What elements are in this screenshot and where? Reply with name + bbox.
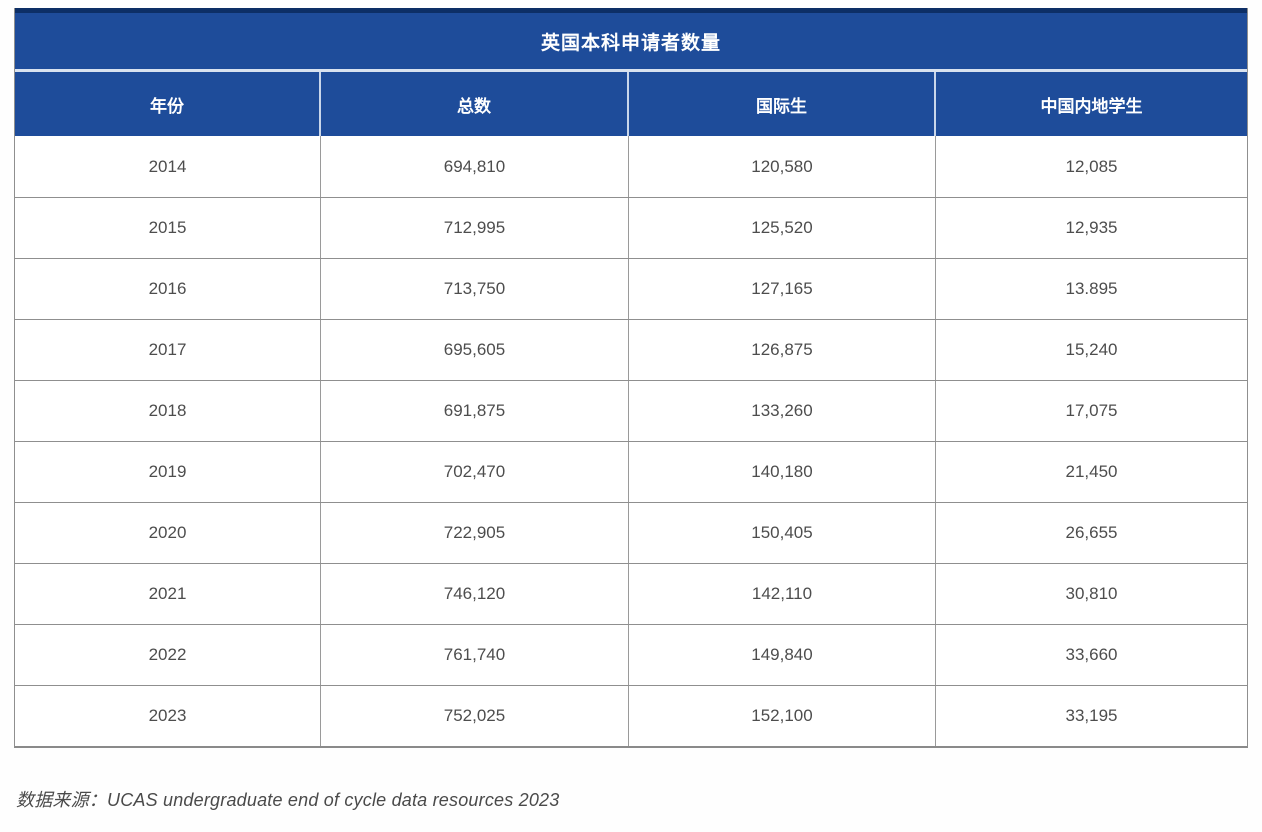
table-cell: 2022 <box>15 625 321 685</box>
table-cell: 2019 <box>15 442 321 502</box>
table-cell: 713,750 <box>321 259 629 319</box>
table-cell: 15,240 <box>1065 340 1118 359</box>
table-row: 2016 713,750 127,165 13.895 <box>15 258 1247 319</box>
table-cell: 2023 <box>15 686 321 746</box>
table-cell: 2016 <box>15 259 321 319</box>
table-cell: 712,995 <box>321 198 629 258</box>
table-row: 2020 722,905 150,405 26,655 <box>15 502 1247 563</box>
table-cell: 142,110 <box>629 564 936 624</box>
table-cell: 695,605 <box>321 320 629 380</box>
table-row: 2022 761,740 149,840 33,660 <box>15 624 1247 685</box>
table-row: 2015 712,995 125,520 12,935 <box>15 197 1247 258</box>
table-cell: 120,580 <box>629 136 936 197</box>
table-cell: 30,810 <box>1065 584 1118 603</box>
table-cell: 17,075 <box>1065 401 1118 420</box>
table-cell: 2020 <box>15 503 321 563</box>
table-cell: 13.895 <box>1065 279 1118 298</box>
table-title-bar: 英国本科申请者数量 <box>15 8 1247 72</box>
table-cell: 21,450 <box>1065 462 1118 481</box>
source-note: 数据来源：UCAS undergraduate end of cycle dat… <box>16 790 560 810</box>
table-cell: 149,840 <box>629 625 936 685</box>
table-cell: 761,740 <box>321 625 629 685</box>
table-cell: 125,520 <box>629 198 936 258</box>
table-row: 2021 746,120 142,110 30,810 <box>15 563 1247 624</box>
table-cell: 133,260 <box>629 381 936 441</box>
table-cell: 694,810 <box>321 136 629 197</box>
table-cell: 126,875 <box>629 320 936 380</box>
table-cell: 2017 <box>15 320 321 380</box>
table-cell: 2014 <box>15 136 321 197</box>
table-cell: 152,100 <box>629 686 936 746</box>
column-header: 中国内地学生 <box>1040 96 1143 116</box>
table-cell: 150,405 <box>629 503 936 563</box>
table-cell: 12,085 <box>1065 156 1118 176</box>
table-cell: 2015 <box>15 198 321 258</box>
column-header: 国际生 <box>629 72 936 136</box>
table-cell: 127,165 <box>629 259 936 319</box>
table-cell: 2021 <box>15 564 321 624</box>
table-cell: 33,660 <box>1065 645 1118 664</box>
column-header: 年份 <box>15 72 321 136</box>
table-cell: 26,655 <box>1065 523 1118 542</box>
table-cell: 702,470 <box>321 442 629 502</box>
table-row: 2023 752,025 152,100 33,195 <box>15 685 1247 746</box>
table-cell: 752,025 <box>321 686 629 746</box>
table-cell: 722,905 <box>321 503 629 563</box>
table-cell: 2018 <box>15 381 321 441</box>
table-cell: 691,875 <box>321 381 629 441</box>
column-header: 总数 <box>321 72 629 136</box>
table-title: 英国本科申请者数量 <box>540 32 721 54</box>
table-cell: 746,120 <box>321 564 629 624</box>
table-row: 2018 691,875 133,260 17,075 <box>15 380 1247 441</box>
table-row: 2017 695,605 126,875 15,240 <box>15 319 1247 380</box>
uk-applicants-table: 英国本科申请者数量 年份 总数 国际生 中国内地学生 2014 694,810 120,5… <box>14 8 1248 748</box>
table-row: 2014 694,810 120,580 12,085 <box>15 136 1247 197</box>
table-body: 2014 694,810 120,580 12,085 2015 712,995 125,5… <box>15 136 1247 746</box>
table-header-row: 年份 总数 国际生 中国内地学生 <box>15 72 1247 136</box>
table-row: 2019 702,470 140,180 21,450 <box>15 441 1247 502</box>
table-cell: 12,935 <box>1065 218 1118 237</box>
table-cell: 33,195 <box>1065 706 1118 725</box>
table-cell: 140,180 <box>629 442 936 502</box>
